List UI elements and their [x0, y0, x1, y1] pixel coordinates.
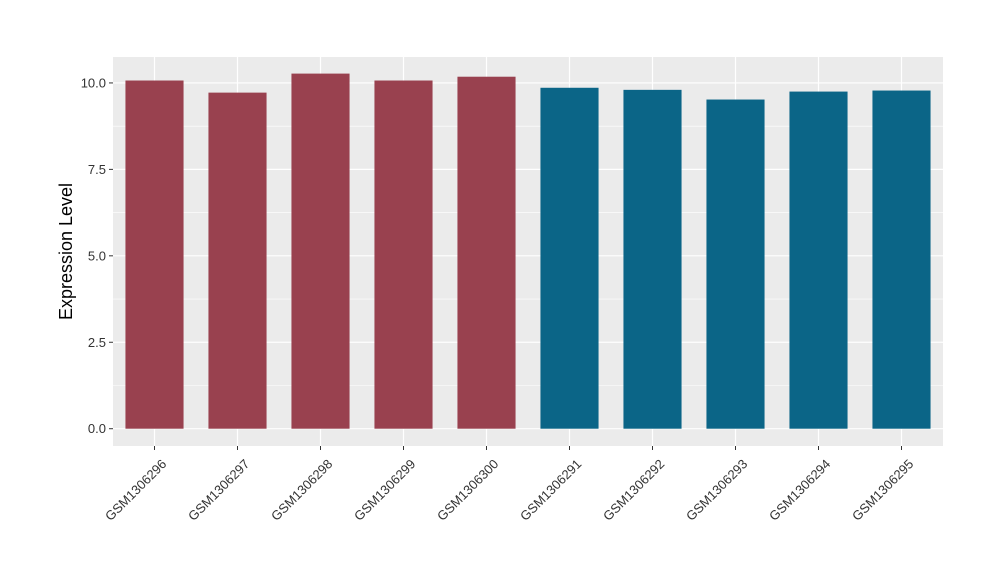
- x-axis: GSM1306296 GSM1306297 GSM1306298 GSM1306299…: [102, 446, 916, 524]
- bar-GSM1306295: [872, 90, 931, 429]
- bar-GSM1306297: [208, 92, 267, 429]
- bar-GSM1306294: [789, 91, 848, 429]
- x-tick-label: GSM1306292: [600, 456, 667, 523]
- x-tick-label: GSM1306297: [185, 456, 252, 523]
- bar-GSM1306292: [623, 89, 682, 429]
- x-tick-label: GSM1306300: [434, 456, 501, 523]
- x-tick-label: GSM1306294: [766, 456, 833, 523]
- x-tick-label: GSM1306293: [683, 456, 750, 523]
- bar-GSM1306291: [540, 87, 599, 429]
- y-tick-label: 7.5: [88, 162, 106, 177]
- x-tick-label: GSM1306298: [268, 456, 335, 523]
- bar-GSM1306296: [125, 80, 184, 429]
- y-tick-label: 5.0: [88, 248, 106, 263]
- bar-GSM1306298: [291, 73, 350, 429]
- x-tick-label: GSM1306296: [102, 456, 169, 523]
- y-tick-label: 2.5: [88, 335, 106, 350]
- x-tick-label: GSM1306295: [849, 456, 916, 523]
- y-axis-label: Expression Level: [56, 183, 76, 320]
- x-tick-label: GSM1306291: [517, 456, 584, 523]
- bar-GSM1306293: [706, 99, 765, 429]
- bar-GSM1306299: [374, 80, 433, 429]
- x-tick-label: GSM1306299: [351, 456, 418, 523]
- y-tick-label: 0.0: [88, 421, 106, 436]
- y-axis: 0.0 2.5 5.0 7.5 10.0: [81, 75, 113, 436]
- bars: [125, 73, 931, 429]
- y-tick-label: 10.0: [81, 75, 106, 90]
- bar-GSM1306300: [457, 76, 516, 429]
